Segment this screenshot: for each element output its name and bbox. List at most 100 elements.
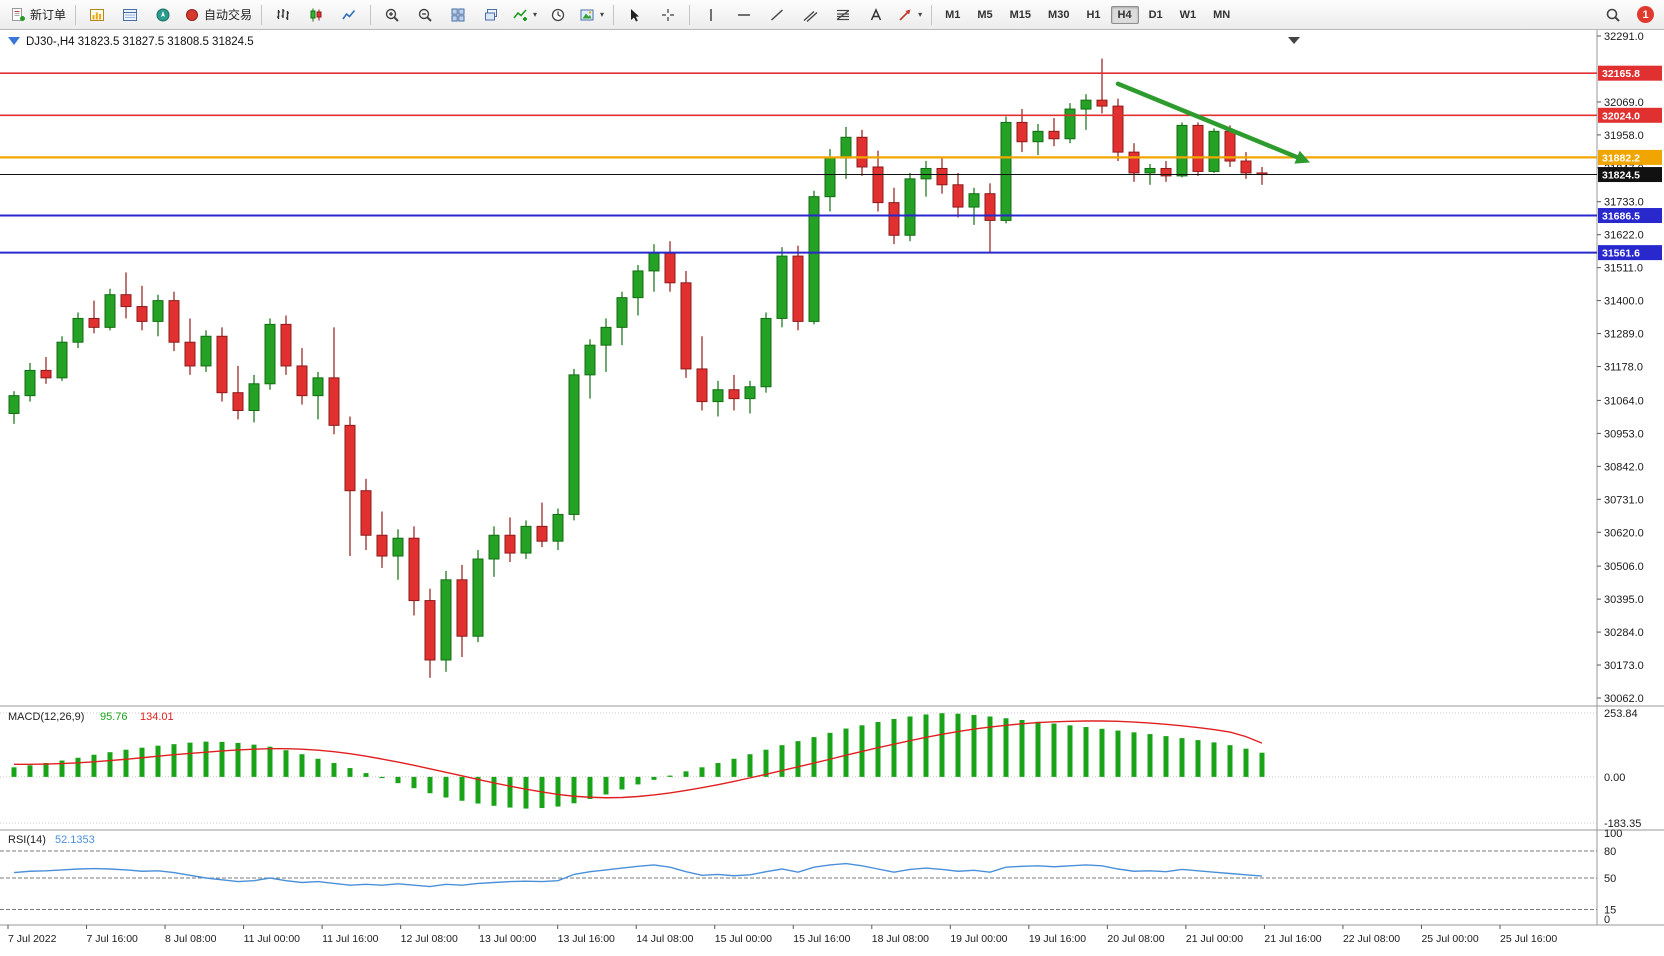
candle xyxy=(216,335,228,394)
candle xyxy=(152,300,164,322)
candlestick-icon xyxy=(308,7,324,23)
price-line[interactable]: 32165.8 xyxy=(0,65,1662,81)
time-label: 20 Jul 08:00 xyxy=(1107,933,1164,945)
candle xyxy=(520,525,532,554)
fibonacci-button[interactable] xyxy=(827,2,859,28)
candle xyxy=(920,167,932,180)
candle xyxy=(392,537,404,557)
current-price-badge xyxy=(1598,167,1662,183)
navigator-icon xyxy=(155,7,171,23)
time-label: 22 Jul 08:00 xyxy=(1343,933,1400,945)
crosshair-button[interactable] xyxy=(652,2,684,28)
data-window-icon xyxy=(122,7,138,23)
svg-text:30953.0: 30953.0 xyxy=(1604,428,1644,440)
zoom-in-button[interactable] xyxy=(376,2,408,28)
one-click-trading-toggle[interactable] xyxy=(8,37,20,45)
svg-text:30620.0: 30620.0 xyxy=(1604,527,1644,539)
timeframe-m15-button[interactable]: M15 xyxy=(1009,8,1032,21)
svg-text:15: 15 xyxy=(1604,905,1616,917)
notification-badge[interactable]: 1 xyxy=(1637,6,1654,23)
chart-shift-marker[interactable] xyxy=(1288,37,1300,44)
timeframe-d1-button[interactable]: D1 xyxy=(1148,8,1163,21)
templates-button[interactable]: ▾ xyxy=(575,2,608,28)
time-label: 13 Jul 16:00 xyxy=(558,933,615,945)
fibonacci-icon xyxy=(835,7,851,23)
text-label-button[interactable] xyxy=(860,2,892,28)
zoom-out-button[interactable] xyxy=(409,2,441,28)
time-label: 15 Jul 00:00 xyxy=(715,933,772,945)
candle xyxy=(328,377,340,426)
text-icon xyxy=(868,7,884,23)
rsi-indicator: RSI(14) 52.1353 xyxy=(0,834,1597,910)
svg-text:32291.0: 32291.0 xyxy=(1604,31,1644,43)
macd-label: MACD(12,26,9) xyxy=(8,711,84,723)
candlestick-chart-button[interactable] xyxy=(300,2,332,28)
svg-text:50: 50 xyxy=(1604,873,1616,885)
indicators-button[interactable]: ▾ xyxy=(508,2,541,28)
horizontal-line-button[interactable] xyxy=(728,2,760,28)
candle xyxy=(872,166,884,204)
macd-indicator: MACD(12,26,9) 95.76 134.01 xyxy=(0,711,1597,824)
chart-window-icon xyxy=(89,7,105,23)
timeframe-w1-button[interactable]: W1 xyxy=(1179,8,1197,21)
time-label: 11 Jul 16:00 xyxy=(322,933,379,945)
toolbar-separator xyxy=(370,4,372,25)
tile-windows-button[interactable] xyxy=(442,2,474,28)
candle xyxy=(168,300,180,343)
rsi-axis[interactable]: 100 80 50 150 xyxy=(1604,828,1622,926)
new-order-button[interactable]: 新订单 xyxy=(6,2,70,28)
price-line[interactable]: 31882.2 xyxy=(0,149,1662,165)
svg-text:0: 0 xyxy=(1604,914,1610,926)
candle xyxy=(856,136,868,168)
macd-axis[interactable]: 253.84 0.00 -183.35 xyxy=(1604,708,1641,830)
cursor-button[interactable] xyxy=(619,2,651,28)
data-window-button[interactable] xyxy=(114,2,146,28)
candle xyxy=(1048,130,1060,140)
price-line[interactable]: 32024.0 xyxy=(0,107,1662,123)
candle xyxy=(1112,105,1124,153)
candle xyxy=(136,306,148,322)
timeframe-m5-button[interactable]: M5 xyxy=(977,8,993,21)
navigator-button[interactable] xyxy=(147,2,179,28)
candle xyxy=(360,490,372,536)
svg-text:31882.2: 31882.2 xyxy=(1602,152,1640,164)
timeframe-mn-button[interactable]: MN xyxy=(1213,8,1231,21)
auto-trading-button[interactable]: 自动交易 xyxy=(180,2,256,28)
trend-arrow[interactable] xyxy=(1115,81,1310,164)
svg-text:0.00: 0.00 xyxy=(1604,772,1625,784)
caret-down-icon: ▾ xyxy=(533,10,538,19)
toolbar-separator xyxy=(931,4,933,25)
time-label: 14 Jul 08:00 xyxy=(636,933,693,945)
equidistant-channel-button[interactable] xyxy=(794,2,826,28)
time-axis[interactable]: 7 Jul 2022 7 Jul 16:00 8 Jul 08:00 11 Jul 0… xyxy=(7,925,1557,945)
line-chart-button[interactable] xyxy=(333,2,365,28)
periods-button[interactable] xyxy=(542,2,574,28)
price-line[interactable]: 31561.6 xyxy=(0,245,1662,261)
arrows-button[interactable]: ▾ xyxy=(893,2,926,28)
candle xyxy=(8,395,20,414)
candle xyxy=(184,341,196,367)
trendline-button[interactable] xyxy=(761,2,793,28)
search-button[interactable] xyxy=(1597,2,1629,28)
bar-chart-button[interactable] xyxy=(267,2,299,28)
timeframe-m1-button[interactable]: M1 xyxy=(945,8,961,21)
timeframe-m30-button[interactable]: M30 xyxy=(1048,8,1070,21)
chart-area[interactable]: 32291.032069.031958.031847.031733.031622… xyxy=(0,30,1664,956)
candle xyxy=(1000,121,1012,221)
chart-window-button[interactable] xyxy=(81,2,113,28)
timeframe-h1-button[interactable]: H1 xyxy=(1086,8,1101,21)
vertical-line-button[interactable] xyxy=(695,2,727,28)
cascade-windows-button[interactable] xyxy=(475,2,507,28)
candle xyxy=(632,270,644,299)
price-line[interactable]: 31686.5 xyxy=(0,208,1662,224)
candle xyxy=(424,600,436,661)
time-label: 15 Jul 16:00 xyxy=(793,933,850,945)
current-price-line: 31824.5 xyxy=(0,167,1662,183)
price-axis[interactable]: 32291.032069.031958.031847.031733.031622… xyxy=(1597,31,1644,705)
timeframe-h4-button[interactable]: H4 xyxy=(1110,5,1139,24)
candle xyxy=(264,323,276,385)
new-order-button-label: 新订单 xyxy=(30,8,67,22)
svg-text:31400.0: 31400.0 xyxy=(1604,296,1644,308)
candle xyxy=(1160,167,1172,177)
bar-chart-icon xyxy=(275,7,291,23)
